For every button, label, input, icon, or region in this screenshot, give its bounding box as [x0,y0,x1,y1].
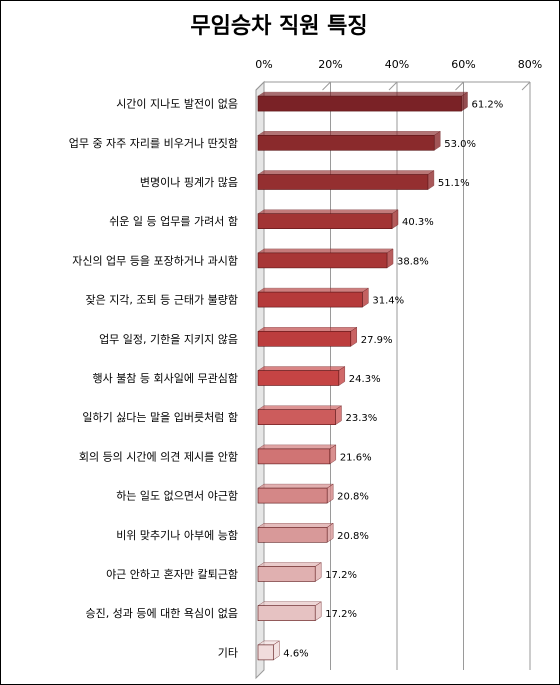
category-label: 업무 일정, 기한을 지키지 않음 [99,332,238,346]
data-label: 17.2% [325,609,357,620]
category-label: 일하기 싫다는 말을 입버릇처럼 함 [82,410,238,424]
data-label: 61.2% [471,100,503,111]
x-tick-label: 80% [518,58,542,71]
data-label: 38.8% [397,256,429,267]
bar [257,213,393,229]
bar [257,566,316,582]
data-label: 23.3% [345,413,377,424]
category-label: 야근 안하고 혼자만 칼퇴근함 [106,567,238,581]
x-tick-label: 60% [451,58,475,71]
x-tick-label: 40% [385,58,409,71]
bar [257,526,328,543]
data-label: 53.0% [444,139,476,150]
bar [257,291,363,308]
category-label: 자신의 업무 등을 포장하거나 과시함 [72,253,238,267]
bar [257,135,435,151]
category-label: 기타 [218,646,238,659]
gridline-depth [255,81,265,91]
x-tick-label: 20% [318,58,342,71]
bar [257,252,388,269]
x-tick-label: 0% [255,58,272,71]
category-label: 비위 맞추기나 아부에 능함 [116,529,238,542]
category-label: 잦은 지각, 조퇴 등 근태가 불량함 [85,294,238,307]
data-label: 20.8% [337,531,369,542]
bar-top [257,287,370,293]
chart-title: 무임승차 직원 특징 [190,14,368,39]
data-label: 51.1% [438,178,470,189]
bar-top [257,405,343,410]
category-label: 회의 등의 시간에 의견 제시를 안함 [79,450,238,463]
bar-top [257,209,399,214]
bar-top [257,131,442,136]
bar [257,605,316,622]
bar [257,174,429,190]
gridline-depth [455,81,464,91]
category-label: 시간이 지나도 발전이 없음 [116,98,238,111]
gridline-depth [521,81,531,91]
data-label: 27.9% [361,335,393,346]
bar-top [257,248,394,254]
bar-top [257,91,469,97]
bar [257,370,340,386]
data-label: 21.6% [340,452,372,463]
data-label: 4.6% [283,648,308,659]
category-label: 하는 일도 없으면서 야근함 [116,489,238,503]
bar [257,95,462,112]
bar-top [257,562,323,567]
bar-top [257,483,334,489]
gridline-depth [322,81,331,91]
bar [257,448,331,465]
data-label: 31.4% [372,296,404,307]
category-label: 변명이나 핑계가 많음 [140,176,238,189]
category-label: 승진, 성과 등에 대한 욕심이 없음 [85,607,238,620]
bar-top [257,523,334,528]
bar [257,644,274,661]
bar [257,330,352,347]
bar [257,487,328,504]
bar-top [257,601,323,606]
bar-top [257,366,346,371]
bar-top [257,444,337,450]
category-label: 쉬운 일 등 업무를 가려서 함 [109,214,238,228]
data-label: 20.8% [337,492,369,503]
data-label: 17.2% [325,570,357,581]
category-label: 행사 불참 등 회사일에 무관심함 [92,371,238,385]
data-label: 24.3% [349,374,381,385]
bar [257,409,336,426]
gridline-depth [388,81,398,91]
bar-top [257,327,358,332]
data-label: 40.3% [402,217,434,228]
category-label: 업무 중 자주 자리를 비우거나 딴짓함 [69,137,238,150]
bar-top [257,170,435,175]
